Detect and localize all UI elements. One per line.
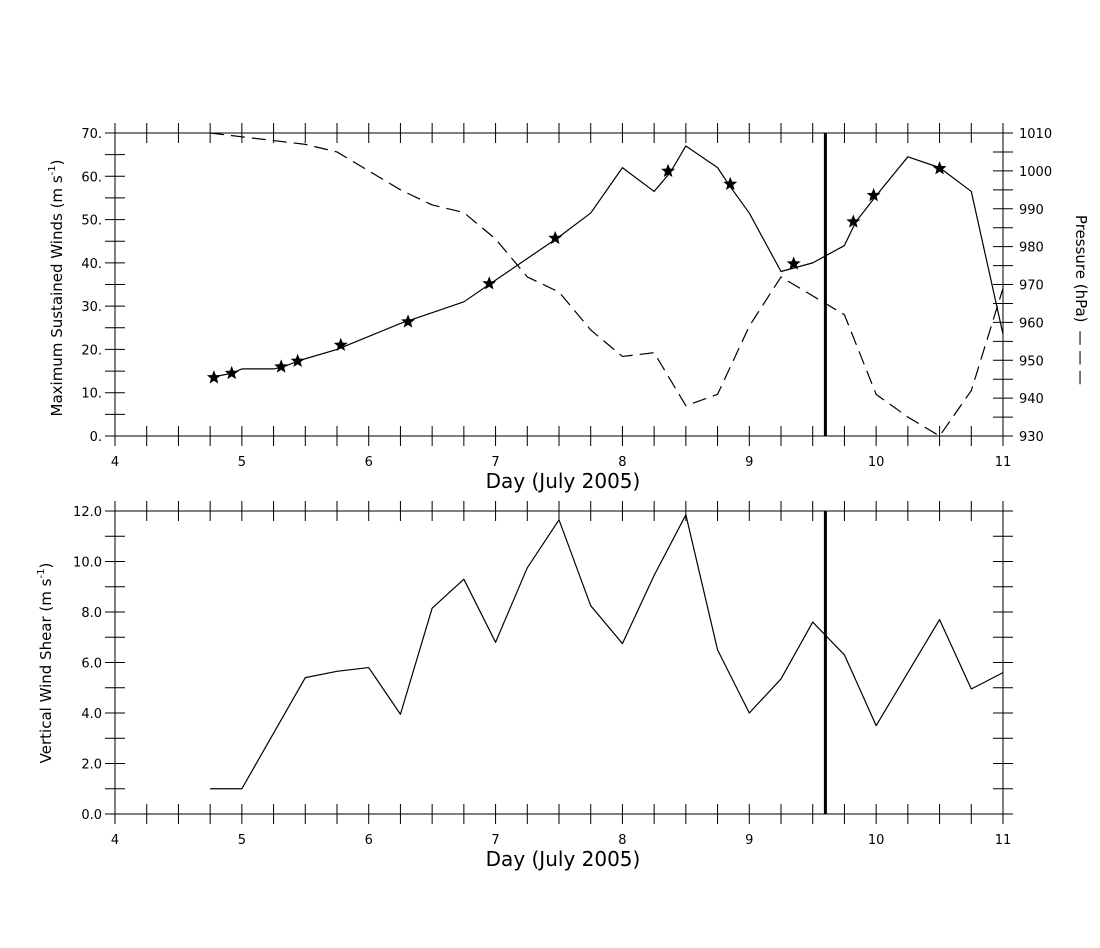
pressure-y-axis-label: Pressure (hPa)— — — (1072, 215, 1090, 385)
wind-shear-x-tick-label: 11 (995, 833, 1012, 848)
wind-pressure-x-tick-label: 9 (745, 455, 753, 470)
wind-pressure-tick-labels: 4 5 6 7 8 9 10 11 0. 10. 20. 30. 40. 50. 60. 70. 930 940 9… (81, 127, 1052, 470)
wind-shear-x-tick-label: 5 (238, 833, 246, 848)
wind-pressure-axis-ticks (105, 123, 1013, 446)
wind-pressure-star-marker (401, 314, 416, 328)
wind-pressure-y-tick-label: 60. (81, 170, 102, 185)
pressure-y-tick-label: 970 (1019, 279, 1044, 294)
wind-pressure-x-tick-label: 6 (365, 455, 373, 470)
wind-shear-series (210, 511, 1004, 814)
wind-pressure-x-tick-label: 4 (111, 455, 119, 470)
pressure-y-tick-label: 1000 (1019, 165, 1052, 180)
pressure-y-tick-label: 960 (1019, 316, 1044, 331)
wind-pressure-series (206, 132, 1004, 437)
pressure-y-tick-label: 940 (1019, 392, 1044, 407)
wind-pressure-y-tick-label: 40. (81, 257, 102, 272)
wind-pressure-star-marker (661, 163, 676, 178)
wind-pressure-star-marker (224, 365, 239, 380)
wind-pressure-y-tick-label: 10. (81, 387, 102, 402)
wind-pressure-star-marker (290, 353, 305, 368)
wind-pressure-y-tick-label: 70. (81, 127, 102, 142)
pressure-y-tick-label: 930 (1019, 430, 1044, 445)
wind-pressure-y-tick-label: 50. (81, 214, 102, 229)
wind-pressure-y-tick-label: 0. (90, 430, 102, 445)
wind-pressure-star-marker (866, 188, 881, 202)
wind-shear-x-tick-label: 10 (868, 833, 885, 848)
wind-pressure-star-marker (786, 256, 801, 270)
wind-pressure-y-tick-label: 20. (81, 343, 102, 358)
wind-shear-y-tick-label: 0.0 (81, 808, 102, 823)
wind-shear-x-tick-label: 8 (618, 833, 626, 848)
wind-pressure-plot-frame (114, 132, 1004, 437)
wind-pressure-x-tick-label: 7 (491, 455, 499, 470)
wind-pressure-x-tick-label: 11 (995, 455, 1012, 470)
wind-shear-x-tick-label: 7 (491, 833, 499, 848)
wind-shear-y-tick-label: 4.0 (81, 707, 102, 722)
wind-shear-x-tick-label: 6 (365, 833, 373, 848)
wind-shear-axis-ticks (105, 501, 1013, 824)
wind-pressure-x-axis-label: Day (July 2005) (486, 469, 641, 493)
wind-pressure-x-tick-label: 5 (238, 455, 246, 470)
pressure-y-tick-label: 1010 (1019, 127, 1052, 142)
wind-shear-y-tick-label: 10.0 (73, 556, 102, 571)
wind-shear-x-axis-label: Day (July 2005) (486, 847, 641, 871)
pressure-y-tick-label: 950 (1019, 354, 1044, 369)
wind-pressure-star-marker (274, 359, 289, 373)
wind-pressure-y-tick-label: 30. (81, 300, 102, 315)
wind-shear-y-tick-label: 2.0 (81, 758, 102, 773)
wind-shear-x-tick-label: 9 (745, 833, 753, 848)
wind-pressure-star-marker (482, 276, 497, 290)
pressure-y-tick-label: 990 (1019, 203, 1044, 218)
pressure-dashed-line (210, 132, 1004, 437)
wind-pressure-star-marker (932, 161, 947, 175)
wind-pressure-panel: 4 5 6 7 8 9 10 11 0. 10. 20. 30. 40. 50. 60. 70. 930 940 9… (47, 123, 1090, 493)
wind-pressure-star-marker (723, 176, 738, 191)
wind-pressure-x-tick-label: 8 (618, 455, 626, 470)
wind-shear-y-tick-label: 8.0 (81, 606, 102, 621)
wind-shear-y-tick-label: 12.0 (73, 505, 102, 520)
wind-shear-solid-line (210, 514, 1004, 790)
wind-shear-x-tick-label: 4 (111, 833, 119, 848)
wind-shear-y-axis-label: Vertical Wind Shear (m s-1) (36, 563, 55, 764)
wind-pressure-star-marker (846, 214, 861, 228)
wind-pressure-star-marker (548, 230, 563, 245)
wind-pressure-star-marker (333, 337, 348, 352)
wind-y-axis-label: Maximum Sustained Winds (m s-1) (47, 160, 66, 417)
pressure-y-tick-label: 980 (1019, 241, 1044, 256)
wind-pressure-star-marker (206, 370, 221, 384)
wind-shear-tick-labels: 4 5 6 7 8 9 10 11 0.0 2.0 4.0 6.0 8.0 10.0 12.0 (73, 505, 1011, 848)
wind-shear-y-tick-label: 6.0 (81, 657, 102, 672)
wind-pressure-x-tick-label: 10 (868, 455, 885, 470)
wind-shear-plot-frame (114, 510, 1004, 815)
wind-shear-panel: 4 5 6 7 8 9 10 11 0.0 2.0 4.0 6.0 8.0 10.0 12.0 Day (J… (36, 501, 1013, 871)
